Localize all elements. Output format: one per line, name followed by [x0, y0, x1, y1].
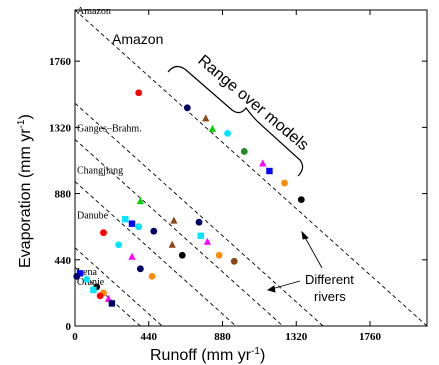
range-over-models-annotation: Range over models	[194, 52, 311, 154]
x-tick-label-4: 1760	[359, 331, 382, 343]
data-point-2	[202, 114, 210, 122]
x-tick-label-2: 880	[214, 331, 231, 343]
y-tick-label-1: 440	[55, 255, 72, 267]
data-point-36	[96, 292, 104, 300]
amazon-annotation: Amazon	[112, 31, 163, 47]
data-point-25	[203, 237, 212, 245]
data-point-3	[208, 124, 217, 132]
different-rivers-annotation-line2: rivers	[314, 289, 346, 304]
isoline-4	[74, 247, 163, 327]
data-point-35	[90, 286, 97, 294]
data-point-28	[76, 270, 84, 277]
data-point-22	[170, 216, 178, 224]
x-tick-label-1: 440	[141, 331, 158, 343]
data-point-4	[224, 129, 231, 137]
data-point-5	[240, 148, 248, 155]
y-tick-label-4: 1760	[49, 56, 72, 68]
plot-frame	[74, 9, 428, 327]
different-rivers-annotation-line1: Different	[305, 272, 354, 287]
data-point-26	[215, 251, 223, 259]
data-point-27	[230, 257, 238, 265]
river-isolines	[74, 9, 428, 327]
river-label-4: Lena	[77, 267, 98, 278]
y-tick-label-2: 880	[55, 189, 72, 201]
data-point-1	[183, 104, 191, 112]
data-point-12	[128, 252, 136, 260]
data-point-17	[128, 220, 136, 227]
data-point-16	[122, 215, 129, 223]
data-point-20	[168, 240, 176, 248]
data-point-13	[136, 265, 144, 273]
river-labels: Amazon Ganges–Brahm. Changjiang Danube LenaO…	[77, 6, 142, 288]
river-label-0: Amazon	[77, 6, 111, 17]
data-point-11	[115, 241, 122, 249]
data-point-7	[266, 167, 273, 175]
range-brace	[167, 65, 304, 177]
data-point-10	[100, 229, 107, 237]
river-label-3: Danube	[77, 211, 109, 222]
data-point-23	[195, 218, 203, 226]
y-tick-label-0: 0	[66, 321, 72, 333]
x-axis-title: Runoff (mm yr-1)	[150, 346, 265, 364]
data-point-32	[104, 294, 113, 302]
data-point-8	[281, 179, 288, 187]
data-point-24	[197, 232, 204, 239]
data-point-34	[73, 272, 81, 280]
data-point-14	[148, 272, 156, 280]
y-axis-title: Evaporation (mm yr-1)	[16, 114, 34, 268]
y-tick-label-3: 1320	[49, 122, 72, 134]
isoline-2	[74, 139, 284, 327]
isoline-3	[74, 181, 237, 327]
river-label-2: Changjiang	[77, 166, 123, 177]
data-point-9	[297, 196, 305, 204]
axis-ticks: 0 440 880 1320 1760 0 440 880 1320 1760	[49, 10, 427, 343]
model-points	[73, 89, 305, 307]
different-rivers-arrows	[266, 230, 323, 293]
data-point-18	[135, 223, 143, 231]
data-point-21	[178, 251, 186, 259]
river-label-1: Ganges–Brahm.	[77, 123, 142, 134]
river-label-5: Oranje	[77, 277, 105, 288]
data-point-6	[259, 159, 267, 167]
data-point-29	[83, 275, 91, 283]
data-point-0	[135, 89, 143, 97]
x-tick-label-0: 0	[72, 331, 78, 343]
data-point-33	[108, 300, 116, 307]
x-tick-label-3: 1320	[285, 331, 308, 343]
data-point-15	[136, 197, 144, 205]
isoline-0	[74, 9, 428, 327]
data-point-19	[150, 227, 158, 235]
